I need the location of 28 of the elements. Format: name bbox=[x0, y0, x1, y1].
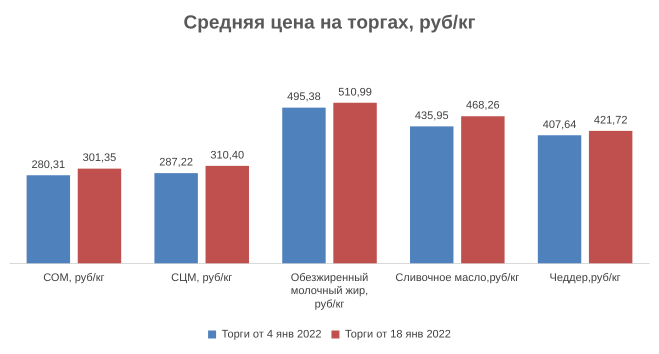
bar bbox=[26, 175, 70, 264]
x-tick-label: Сливочное масло,руб/кг bbox=[395, 272, 520, 284]
data-label: 435,95 bbox=[414, 110, 449, 122]
bar bbox=[538, 135, 582, 264]
chart-title: Средняя цена на торгах, руб/кг bbox=[183, 12, 476, 34]
bar bbox=[410, 126, 454, 264]
bar bbox=[588, 130, 632, 264]
legend-label: Торги от 18 янв 2022 bbox=[344, 328, 451, 341]
bar bbox=[282, 108, 326, 264]
legend-label: Торги от 4 янв 2022 bbox=[222, 328, 322, 341]
x-tick-label: Обезжиренный молочный жир, руб/кг bbox=[290, 272, 368, 310]
bar bbox=[78, 168, 122, 264]
data-label: 280,31 bbox=[32, 158, 66, 171]
x-tick-label: Чеддер,руб/кг bbox=[550, 272, 621, 284]
data-label: 510,99 bbox=[338, 86, 372, 98]
data-label: 287,22 bbox=[159, 156, 193, 169]
x-tick-label: СОМ, руб/кг bbox=[43, 272, 105, 284]
data-label: 407,64 bbox=[542, 118, 576, 131]
x-tick-label: СЦМ, руб/кг bbox=[171, 272, 232, 284]
data-label: 301,35 bbox=[82, 152, 116, 164]
bar bbox=[461, 116, 505, 264]
data-label: 468,26 bbox=[466, 100, 500, 112]
data-label: 495,38 bbox=[287, 91, 321, 104]
bar bbox=[333, 102, 377, 264]
data-label: 310,40 bbox=[210, 149, 244, 162]
bar bbox=[154, 173, 198, 264]
bar bbox=[206, 166, 249, 264]
data-label: 421,72 bbox=[594, 114, 628, 126]
